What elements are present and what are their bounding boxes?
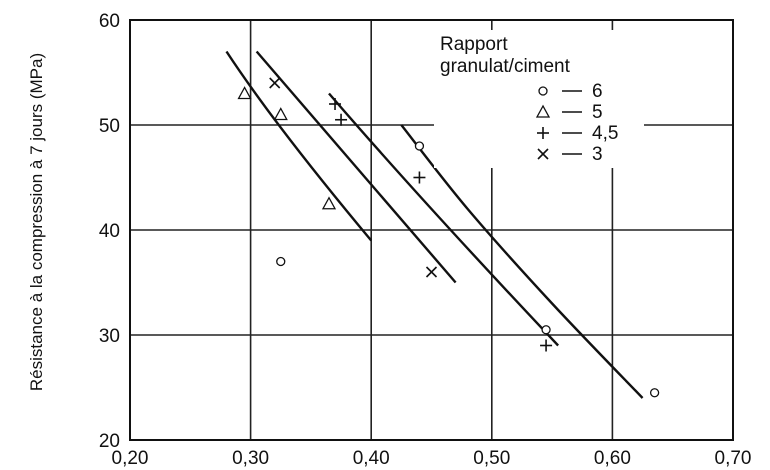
marker-triangle [273, 107, 288, 121]
marker-triangle [321, 196, 337, 210]
legend-marker [537, 127, 549, 139]
legend-entry-label: 6 [592, 81, 603, 102]
marker-triangle [535, 104, 551, 118]
marker-triangle [237, 86, 252, 100]
legend-marker [537, 148, 549, 160]
marker-circle [649, 388, 660, 398]
marker-cross-b [425, 266, 438, 278]
marker-cross-b [537, 148, 549, 160]
y-axis-label: Résistance à la compression à 7 jours (M… [27, 53, 46, 391]
legend-marker [538, 86, 548, 96]
x-tick-label: 0,70 [715, 448, 752, 469]
data-point [425, 266, 438, 278]
marker-circle [541, 325, 551, 335]
x-tick-label: 0,30 [232, 448, 269, 469]
legend-entries: 654,53 [535, 81, 618, 165]
fit-curve [328, 92, 560, 347]
x-tick-label: 0,20 [112, 448, 149, 469]
y-tick-label: 20 [99, 431, 120, 452]
legend-title-line-2: granulat/ciment [440, 56, 571, 77]
y-tick-label: 60 [99, 11, 120, 32]
fit-curves [225, 50, 644, 399]
data-point [413, 171, 426, 184]
fit-curve [400, 124, 644, 399]
x-tick-label: 0,60 [594, 448, 631, 469]
plot-frame [129, 19, 734, 441]
data-point [540, 339, 553, 352]
data-point [321, 196, 337, 210]
data-point [541, 325, 551, 335]
marker-circle [276, 256, 286, 267]
legend: Rapport granulat/ciment 654,53 [434, 30, 644, 168]
legend-title-line-1: Rapport [440, 34, 508, 55]
marker-circle [414, 141, 425, 151]
fit-curve [225, 50, 373, 242]
legend-marker [535, 104, 551, 118]
marker-cross-b [269, 77, 281, 89]
y-tick-label: 50 [99, 116, 120, 137]
data-point [276, 256, 286, 267]
data-point [329, 98, 342, 110]
data-point [237, 86, 252, 100]
legend-background [434, 30, 644, 168]
legend-entry-label: 5 [592, 102, 603, 123]
legend-entry-label: 4,5 [592, 123, 618, 144]
legend-entry-label: 3 [592, 144, 603, 165]
x-tick-label: 0,50 [473, 448, 510, 469]
y-tick-labels: 20 30 40 50 60 [99, 11, 120, 452]
x-tick-labels: 0,20 0,30 0,40 0,50 0,60 0,70 [112, 448, 752, 469]
fit-curve [255, 50, 457, 284]
marker-circle [538, 86, 548, 96]
data-point [273, 107, 288, 121]
data-point [414, 141, 425, 151]
data-points [237, 77, 660, 398]
data-point [335, 113, 348, 126]
data-point [269, 77, 281, 89]
y-tick-label: 30 [99, 326, 120, 347]
x-tick-label: 0,40 [353, 448, 390, 469]
y-tick-label: 40 [99, 221, 120, 242]
data-point [649, 388, 660, 398]
